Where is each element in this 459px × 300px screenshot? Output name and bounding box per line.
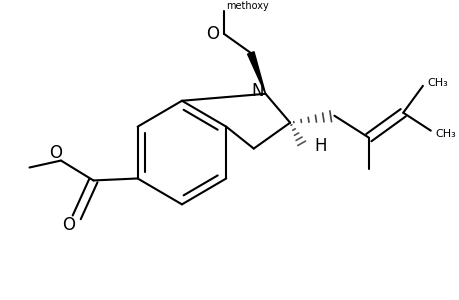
Text: O: O xyxy=(206,25,218,43)
Text: N: N xyxy=(251,82,263,100)
Text: methoxy: methoxy xyxy=(226,1,269,11)
Text: CH₃: CH₃ xyxy=(435,129,455,139)
Text: O: O xyxy=(50,144,62,162)
Text: CH₃: CH₃ xyxy=(427,78,448,88)
Text: H: H xyxy=(314,136,326,154)
Text: O: O xyxy=(62,216,75,234)
Polygon shape xyxy=(247,52,265,94)
